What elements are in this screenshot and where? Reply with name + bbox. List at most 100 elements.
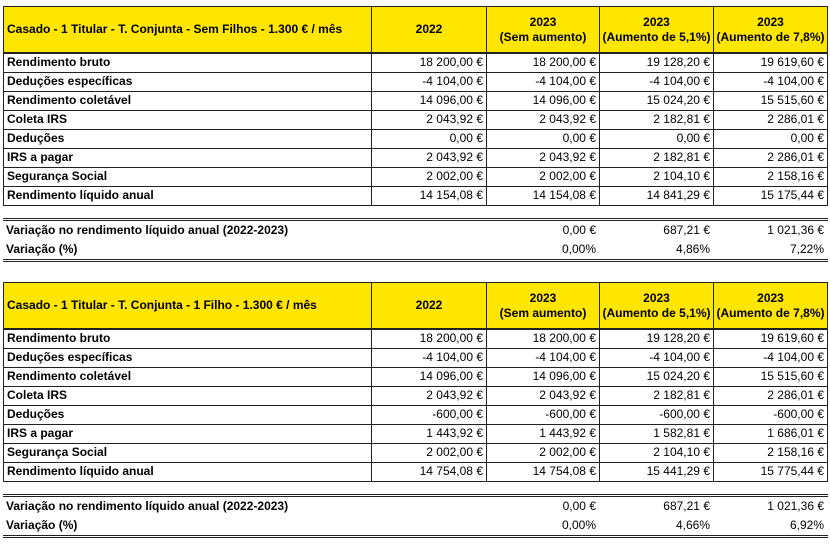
value: 18 200,00 € [419, 331, 483, 345]
variation-value: 1 021,36 € [767, 223, 824, 237]
column-header: 2022 [371, 282, 487, 329]
value-cell: -4 104,00 € [599, 72, 714, 92]
value-cell: 0,00 € [599, 129, 714, 149]
value-cell: 2 182,81 € [599, 148, 714, 168]
value-cell: 14 754,08 € [371, 462, 487, 482]
value: 15 024,20 € [646, 93, 710, 107]
value-cell: 18 200,00 € [486, 329, 600, 349]
row-label-cell: Rendimento bruto [3, 53, 372, 73]
value: -600,00 € [545, 407, 596, 421]
column-header: 2023 (Sem aumento) [486, 282, 600, 329]
row-label: Rendimento líquido anual [7, 188, 154, 202]
value-cell: 2 002,00 € [486, 167, 600, 187]
variation-label-cell: Variação no rendimento líquido anual (20… [3, 497, 486, 516]
value-cell: 14 154,08 € [486, 186, 600, 206]
value: 2 158,16 € [767, 169, 824, 183]
value-cell: -600,00 € [713, 405, 828, 425]
value: 2 104,10 € [653, 445, 710, 459]
value: 19 128,20 € [646, 331, 710, 345]
variation-value-cell: 1 021,36 € [713, 497, 827, 516]
value-cell: 19 619,60 € [713, 329, 828, 349]
value-cell: 2 002,00 € [371, 443, 487, 463]
row-label: Deduções [7, 131, 65, 145]
value-cell: -600,00 € [371, 405, 487, 425]
value: 2 286,01 € [767, 150, 824, 164]
value-cell: 2 104,10 € [599, 443, 714, 463]
value: 18 200,00 € [532, 55, 596, 69]
value-cell: -4 104,00 € [371, 72, 487, 92]
row-label: Segurança Social [7, 445, 108, 459]
value: 14 754,08 € [532, 464, 596, 478]
column-header-text: 2023 [643, 14, 670, 29]
variation-label-cell: Variação no rendimento líquido anual (20… [3, 221, 486, 240]
variation-value-cell: 687,21 € [599, 497, 713, 516]
row-label-cell: Deduções específicas [3, 72, 372, 92]
double-rule [3, 259, 828, 262]
value-cell: 15 024,20 € [599, 367, 714, 387]
double-rule [3, 494, 828, 497]
column-header-text: 2023 [529, 290, 557, 305]
variation-value: 4,86% [675, 242, 710, 256]
value: 2 286,01 € [767, 112, 824, 126]
value-cell: 18 200,00 € [486, 53, 600, 73]
row-label: Rendimento bruto [7, 55, 111, 69]
variation-value-cell: 7,22% [713, 240, 827, 259]
value: 2 182,81 € [653, 388, 710, 402]
value-cell: 0,00 € [371, 129, 487, 149]
variation-label: Variação no rendimento líquido anual (20… [6, 499, 289, 513]
value: 1 443,92 € [426, 426, 483, 440]
value-cell: -4 104,00 € [599, 348, 714, 368]
row-label-cell: IRS a pagar [3, 148, 372, 168]
value: 2 043,92 € [539, 388, 596, 402]
row-label-cell: Rendimento coletável [3, 91, 372, 111]
value: -4 104,00 € [649, 74, 710, 88]
value-cell: 1 443,92 € [371, 424, 487, 444]
value-cell: 14 096,00 € [371, 367, 487, 387]
double-rule [3, 535, 828, 538]
value: 14 154,08 € [419, 188, 483, 202]
variation-value: 0,00% [561, 518, 596, 532]
row-label-cell: Deduções [3, 129, 372, 149]
value-cell: 18 200,00 € [371, 53, 487, 73]
value-cell: -4 104,00 € [486, 348, 600, 368]
value: 19 128,20 € [646, 55, 710, 69]
value: 18 200,00 € [532, 331, 596, 345]
value: 2 158,16 € [767, 445, 824, 459]
row-label-cell: Rendimento líquido anual [3, 462, 372, 482]
value: 15 024,20 € [646, 369, 710, 383]
value-cell: 19 619,60 € [713, 53, 828, 73]
value: 2 002,00 € [426, 445, 483, 459]
variation-value: 1 021,36 € [767, 499, 824, 513]
column-header-text: (Aumento de 7,8%) [716, 305, 825, 320]
value: 15 175,44 € [760, 188, 824, 202]
value: 1 686,01 € [767, 426, 824, 440]
variation-value-cell: 4,66% [599, 516, 713, 535]
value: 2 286,01 € [767, 388, 824, 402]
value-cell: 2 286,01 € [713, 148, 828, 168]
value-cell: 2 043,92 € [486, 386, 600, 406]
row-label-cell: Coleta IRS [3, 110, 372, 130]
variation-label-cell: Variação (%) [3, 516, 486, 535]
value: 2 104,10 € [653, 169, 710, 183]
value-cell: 0,00 € [713, 129, 828, 149]
value-cell: 2 043,92 € [371, 110, 487, 130]
value: 0,00 € [562, 131, 596, 145]
value: -600,00 € [659, 407, 710, 421]
value-cell: 15 024,20 € [599, 91, 714, 111]
row-label: Deduções específicas [7, 74, 133, 88]
value-cell: 1 443,92 € [486, 424, 600, 444]
value-cell: 15 441,29 € [599, 462, 714, 482]
value: -4 104,00 € [649, 350, 710, 364]
value: -600,00 € [773, 407, 824, 421]
value: -600,00 € [432, 407, 483, 421]
value: -4 104,00 € [422, 350, 483, 364]
value: 14 154,08 € [532, 188, 596, 202]
value: 0,00 € [449, 131, 483, 145]
value-cell: 2 043,92 € [486, 148, 600, 168]
variation-label: Variação (%) [6, 518, 78, 532]
value: 2 182,81 € [653, 112, 710, 126]
column-header-text: (Aumento de 7,8%) [716, 29, 825, 44]
row-label: Rendimento líquido anual [7, 464, 154, 478]
value-cell: -4 104,00 € [486, 72, 600, 92]
value: -4 104,00 € [535, 74, 596, 88]
